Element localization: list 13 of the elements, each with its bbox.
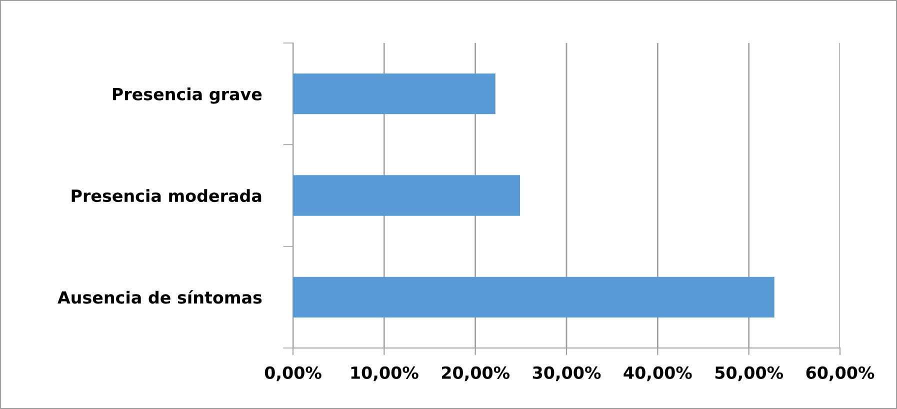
x-tick-label: 30,00% xyxy=(532,366,601,382)
y-tick-label: Presencia moderada xyxy=(72,189,262,202)
x-tick-label: 40,00% xyxy=(624,366,692,382)
y-tick-label: Ausencia de síntomas xyxy=(58,290,262,304)
bar xyxy=(293,74,496,114)
bar xyxy=(293,175,520,216)
x-tick-label: 20,00% xyxy=(442,366,510,382)
x-tick-label: 0,00% xyxy=(264,366,322,382)
bar xyxy=(293,276,774,318)
x-tick-label: 10,00% xyxy=(351,366,418,382)
x-tick-label: 50,00% xyxy=(715,366,784,382)
y-tick-label: Presencia grave xyxy=(112,88,262,104)
x-tick-label: 60,00% xyxy=(806,366,874,382)
